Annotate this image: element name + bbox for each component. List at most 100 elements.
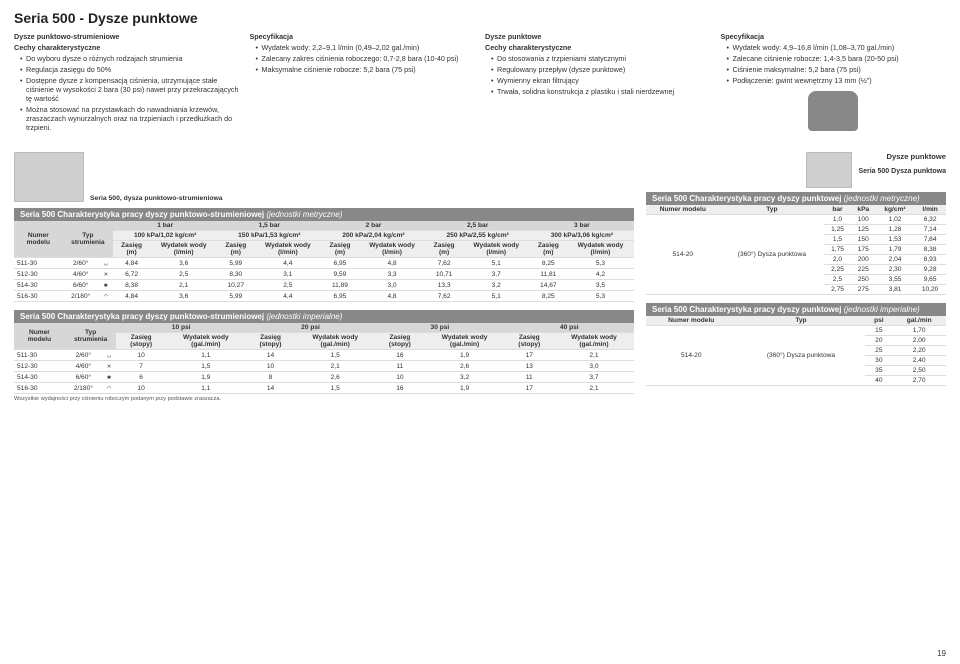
- table-cell: 6,32: [914, 215, 946, 225]
- table-cell: 13,3: [426, 280, 463, 291]
- col2-item: Wydatek wody: 2,2–9,1 l/min (0,49–2,02 g…: [256, 43, 476, 52]
- col-2: Specyfikacja Wydatek wody: 2,2–9,1 l/min…: [250, 32, 476, 134]
- table-cell: 1,1: [166, 350, 246, 361]
- pair-zasieg: Zasięg (m): [217, 241, 254, 258]
- pair-wydatek-i: Wydatek wody (gal./min): [166, 333, 246, 350]
- table-cell: ◠: [102, 383, 117, 394]
- table-cell: 100: [851, 215, 876, 225]
- pi-type: (360°) Dysza punktowa: [737, 326, 866, 386]
- table-cell: 6,95: [321, 291, 358, 302]
- table-cell: 1,25: [824, 225, 851, 235]
- point-metric-title: Seria 500 Charakterystyka pracy dyszy pu…: [646, 192, 946, 205]
- table-cell: 3,7: [463, 269, 530, 280]
- lower-section: Dysze punktowe Seria 500, dysza punktowo…: [14, 152, 946, 622]
- table-cell: 4/60°: [65, 361, 102, 372]
- table-cell: 1,02: [876, 215, 914, 225]
- pair-zasieg-i: Zasięg (stopy): [246, 333, 295, 350]
- pair-wydatek: Wydatek wody (l/min): [463, 241, 530, 258]
- col4-item: Wydatek wody: 4,9–16,8 l/min (1,08–3,70 …: [727, 43, 947, 52]
- table-cell: 2,25: [824, 265, 851, 275]
- imperial-stream-title-text: Seria 500 Charakterystyka pracy dyszy pu…: [20, 312, 264, 321]
- imperial-stream-title: Seria 500 Charakterystyka pracy dyszy pu…: [14, 310, 634, 323]
- table-cell: ✱: [102, 372, 117, 383]
- table-cell: 16: [375, 383, 424, 394]
- pair-zasieg-i: Zasięg (stopy): [116, 333, 165, 350]
- col1-head2: Cechy charakterystyczne: [14, 43, 240, 52]
- igrp-1: 10 psi: [116, 323, 245, 333]
- table-cell: 1,75: [824, 245, 851, 255]
- table-cell: 1,28: [876, 225, 914, 235]
- point-metric-unit: (jednostki metryczne): [844, 194, 920, 203]
- grp-2: 1,5 bar: [217, 221, 321, 231]
- point-photo: [806, 152, 852, 188]
- pair-wydatek-i: Wydatek wody (gal./min): [425, 333, 505, 350]
- pair-zasieg: Zasięg (m): [426, 241, 463, 258]
- igrp-3: 30 psi: [375, 323, 504, 333]
- col3-head1: Dysze punktowe: [485, 32, 711, 41]
- col4-head1: Specyfikacja: [721, 32, 947, 41]
- table-cell: 10,27: [217, 280, 254, 291]
- table-cell: 2,0: [824, 255, 851, 265]
- table-cell: 516-30: [14, 383, 65, 394]
- table-cell: 11,81: [530, 269, 567, 280]
- col-3: Dysze punktowe Cechy charakterystyczne D…: [485, 32, 711, 134]
- table-cell: 13: [505, 361, 554, 372]
- table-cell: 1,1: [166, 383, 246, 394]
- table-cell: 512-30: [14, 269, 63, 280]
- table-cell: 2,70: [892, 376, 946, 386]
- table-cell: 4,8: [359, 291, 426, 302]
- col-typ: Typ strumienia: [63, 221, 113, 258]
- table-cell: 3,5: [567, 280, 634, 291]
- table-cell: 5,1: [463, 291, 530, 302]
- table-cell: 6,95: [321, 258, 358, 269]
- point-metric-title-text: Seria 500 Charakterystyka pracy dyszy pu…: [652, 194, 841, 203]
- table-cell: 250: [851, 275, 876, 285]
- pair-wydatek: Wydatek wody (l/min): [567, 241, 634, 258]
- table-row: 511-302/60°◡4,843,65,994,46,954,87,625,1…: [14, 258, 634, 269]
- table-cell: 4,4: [254, 291, 321, 302]
- table-cell: 516-30: [14, 291, 63, 302]
- table-cell: 3,81: [876, 285, 914, 295]
- metric-stream-unit: (jednostki metryczne): [266, 210, 342, 219]
- sub-4: 250 kPa/2,55 kg/cm²: [426, 231, 530, 241]
- pm-h3: kPa: [851, 205, 876, 215]
- table-cell: 8: [246, 372, 295, 383]
- table-cell: 8,30: [217, 269, 254, 280]
- table-cell: 175: [851, 245, 876, 255]
- table-cell: 9,65: [914, 275, 946, 285]
- table-cell: 1,5: [295, 350, 375, 361]
- pair-wydatek: Wydatek wody (l/min): [150, 241, 217, 258]
- table-cell: 6/60°: [65, 372, 102, 383]
- table-cell: 6: [116, 372, 165, 383]
- table-cell: 2,00: [892, 336, 946, 346]
- table-row: 514-306/60°✱8,382,110,272,511,893,013,33…: [14, 280, 634, 291]
- table-cell: 6/60°: [63, 280, 99, 291]
- table-cell: 3,6: [150, 258, 217, 269]
- table-cell: 2,40: [892, 356, 946, 366]
- grp-5: 3 bar: [530, 221, 634, 231]
- table-cell: 4,4: [254, 258, 321, 269]
- table-cell: 4,2: [567, 269, 634, 280]
- sub-3: 200 kPa/2,04 kg/cm²: [321, 231, 425, 241]
- col1-item: Można stosować na przystawkach do nawadn…: [20, 105, 240, 132]
- table-cell: 200: [851, 255, 876, 265]
- table-cell: 5,3: [567, 258, 634, 269]
- table-cell: 2,30: [876, 265, 914, 275]
- table-cell: 511-30: [14, 258, 63, 269]
- table-cell: 2,20: [892, 346, 946, 356]
- igrp-2: 20 psi: [246, 323, 375, 333]
- table-cell: 11,89: [321, 280, 358, 291]
- table-cell: 1,9: [425, 350, 505, 361]
- table-cell: 2/180°: [65, 383, 102, 394]
- table-cell: 11: [375, 361, 424, 372]
- col3-item: Do stosowania z trzpieniami statycznymi: [491, 54, 711, 63]
- table-cell: 25: [865, 346, 892, 356]
- pi-h0: Numer modelu: [646, 316, 737, 326]
- pi-h3: gal./min: [892, 316, 946, 326]
- table-cell: 2,5: [254, 280, 321, 291]
- metric-stream-table: Numer modelu Typ strumienia 1 bar 1,5 ba…: [14, 221, 634, 302]
- table-cell: 4,8: [359, 258, 426, 269]
- igrp-4: 40 psi: [505, 323, 634, 333]
- col2-item: Zalecany zakres ciśnienia roboczego: 0,7…: [256, 54, 476, 63]
- pair-wydatek: Wydatek wody (l/min): [254, 241, 321, 258]
